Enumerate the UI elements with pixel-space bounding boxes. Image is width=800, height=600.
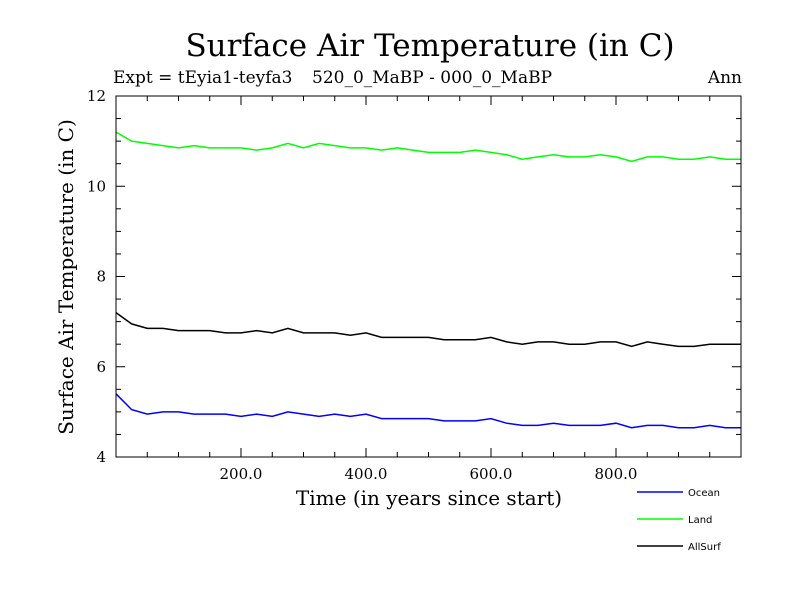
- legend-label-ocean: Ocean: [688, 488, 720, 499]
- experiment-label: Expt = tEyia1-teyfa3: [113, 68, 293, 88]
- legend-label-allsurf: AllSurf: [688, 542, 721, 553]
- series-line-allsurf: [115, 311, 741, 348]
- x-tick-label: 200.0: [220, 465, 263, 483]
- period-label: 520_0_MaBP - 000_0_MaBP: [312, 68, 553, 88]
- series-line-land: [115, 131, 741, 163]
- legend-label-land: Land: [688, 515, 712, 526]
- y-axis-title: Surface Air Temperature (in C): [54, 119, 78, 435]
- series-line-ocean: [115, 393, 741, 429]
- y-tick-label: 8: [96, 268, 106, 286]
- x-tick-label: 800.0: [595, 465, 638, 483]
- y-tick-label: 6: [96, 358, 106, 376]
- plot-frame: [115, 95, 742, 458]
- y-tick-label: 12: [87, 87, 106, 105]
- x-tick-label: 400.0: [345, 465, 388, 483]
- y-tick-label: 10: [87, 177, 106, 195]
- season-label: Ann: [707, 68, 742, 88]
- y-tick-label: 4: [96, 448, 106, 466]
- x-tick-label: 600.0: [470, 465, 513, 483]
- x-axis-title: Time (in years since start): [296, 486, 562, 510]
- chart-title: Surface Air Temperature (in C): [185, 28, 675, 64]
